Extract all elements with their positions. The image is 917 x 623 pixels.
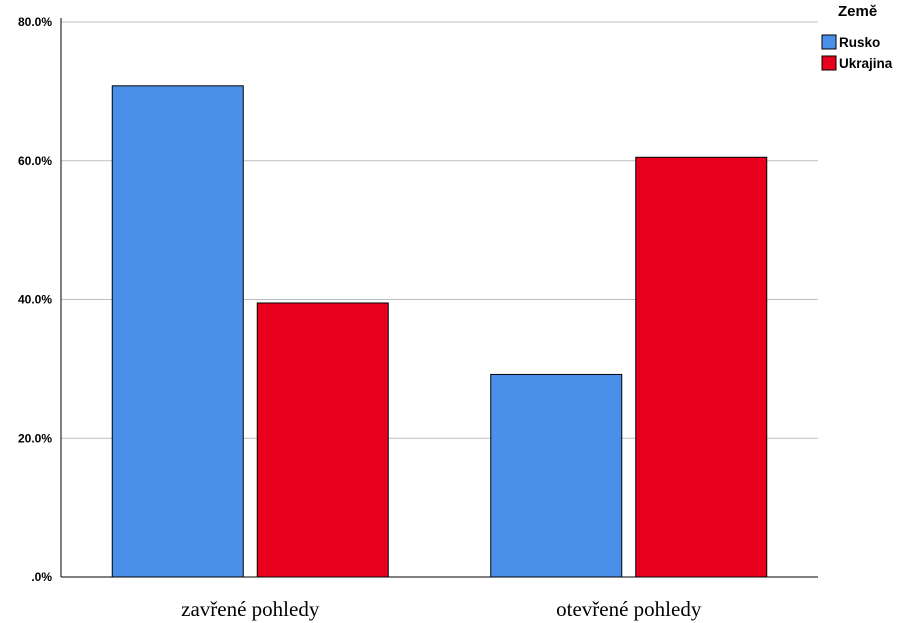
legend-title: Země [838,3,877,20]
y-tick-labels: .0% 20.0% 40.0% 60.0% 80.0% [18,15,52,584]
legend-swatch [821,55,837,71]
legend-swatch [821,34,837,50]
x-category-labels: zavřené pohledy otevřené pohledy [181,597,702,621]
y-tick-label: 20.0% [18,431,52,445]
bar-ukrajina [635,156,768,578]
bars [111,85,768,578]
y-tick-label: 40.0% [18,293,52,307]
y-tick-label: 60.0% [18,154,52,168]
legend-label: Rusko [839,35,880,50]
bar-ukrajina [256,302,389,578]
y-tick-label: 80.0% [18,15,52,29]
axes [60,18,818,578]
bar-rusko [490,373,623,578]
x-category-label: otevřené pohledy [556,597,702,621]
legend-label: Ukrajina [839,56,893,71]
y-tick-label: .0% [31,570,52,584]
x-category-label: zavřené pohledy [181,597,320,621]
bar-rusko [111,85,244,578]
legend: Země Rusko Ukrajina [821,3,893,71]
